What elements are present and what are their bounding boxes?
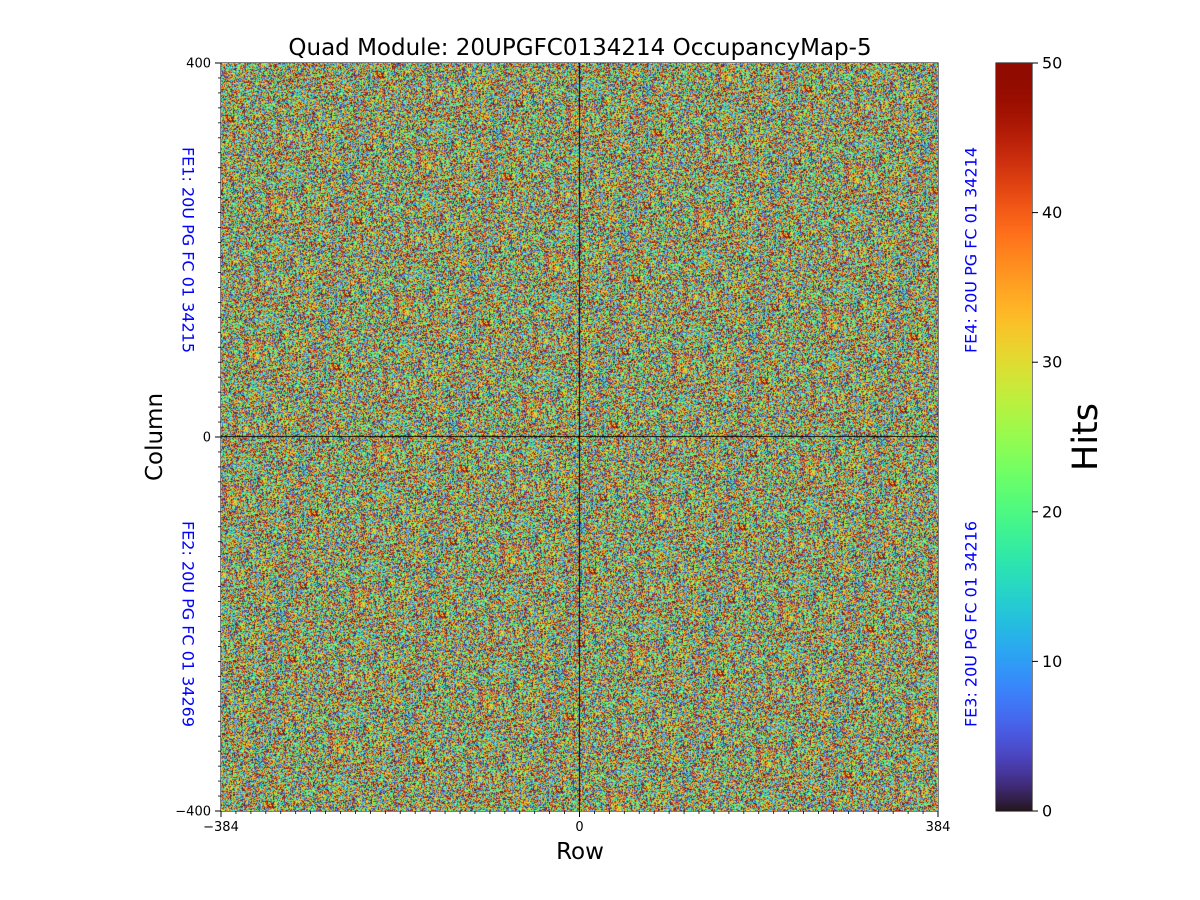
- colorbar-tick-label: 10: [1042, 652, 1062, 671]
- annotation-fe1: FE1: 20U PG FC 01 34215: [179, 147, 198, 353]
- colorbar-ticks: 0 10 20 30 40 50: [1032, 54, 1062, 821]
- fe-annotations: FE1: 20U PG FC 01 34215 FE2: 20U PG FC 01…: [179, 147, 981, 727]
- colorbar-tick-label: 30: [1042, 353, 1062, 372]
- occupancy-heatmap: [221, 63, 938, 811]
- annotation-fe3: FE3: 20U PG FC 01 34216: [962, 521, 981, 727]
- x-axis-ticks: −384 0 384: [203, 811, 950, 835]
- x-axis-label: Row: [556, 839, 604, 865]
- y-axis-ticks: −400 0 400: [175, 57, 221, 820]
- x-tick-label: −384: [203, 820, 239, 835]
- annotation-fe2: FE2: 20U PG FC 01 34269: [179, 521, 198, 727]
- y-tick-label: 0: [203, 431, 211, 446]
- colorbar-label: Hits: [1066, 403, 1106, 471]
- x-tick-label: 384: [926, 820, 951, 835]
- colorbar-tick-label: 40: [1042, 203, 1062, 222]
- colorbar-tick-label: 20: [1042, 502, 1062, 521]
- annotation-fe4: FE4: 20U PG FC 01 34214: [962, 147, 981, 353]
- y-axis-label: Column: [142, 393, 168, 481]
- y-tick-label: 400: [186, 57, 211, 72]
- chart-title: Quad Module: 20UPGFC0134214 OccupancyMap…: [288, 35, 871, 61]
- x-tick-label: 0: [575, 820, 583, 835]
- y-tick-label: −400: [175, 805, 211, 820]
- colorbar-gradient: [996, 63, 1032, 811]
- colorbar-tick-label: 50: [1042, 54, 1062, 73]
- colorbar-tick-label: 0: [1042, 802, 1052, 821]
